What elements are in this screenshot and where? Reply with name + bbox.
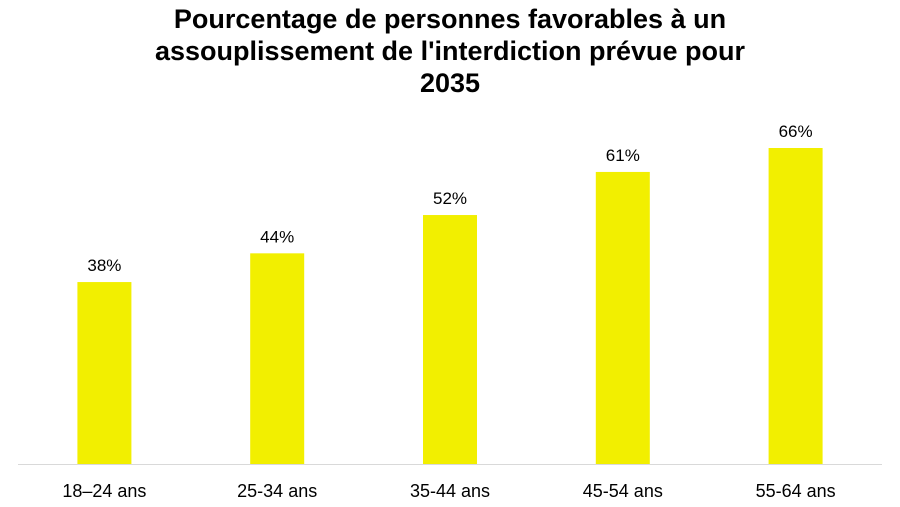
- chart-title-line-1: Pourcentage de personnes favorables à un: [173, 4, 727, 34]
- chart-title: Pourcentage de personnes favorables à un…: [0, 3, 900, 99]
- x-tick-label-2: 25-34 ans: [237, 481, 317, 501]
- value-label-5: 66%: [779, 122, 813, 141]
- value-labels-group: 38% 44% 52% 61% 66%: [87, 122, 812, 275]
- chart-title-line-3: 2035: [419, 68, 481, 98]
- value-label-4: 61%: [606, 146, 640, 165]
- bar-3: [423, 215, 477, 464]
- value-label-2: 44%: [260, 227, 294, 246]
- value-label-1: 38%: [87, 256, 121, 275]
- bar-2: [250, 253, 305, 464]
- x-tick-label-5: 55-64 ans: [756, 481, 836, 501]
- chart-title-line-2: assouplissement de l'interdiction prévue…: [154, 36, 746, 66]
- bar-4: [595, 171, 650, 464]
- x-tick-label-1: 18–24 ans: [62, 481, 146, 501]
- x-tick-label-4: 45-54 ans: [583, 481, 663, 501]
- x-tick-label-3: 35-44 ans: [410, 481, 490, 501]
- bar-1: [77, 282, 132, 464]
- bar-5: [768, 148, 823, 464]
- x-tick-labels-group: 18–24 ans 25-34 ans 35-44 ans 45-54 ans 55-6…: [62, 481, 835, 501]
- bars-group: [77, 148, 823, 464]
- value-label-3: 52%: [433, 189, 467, 208]
